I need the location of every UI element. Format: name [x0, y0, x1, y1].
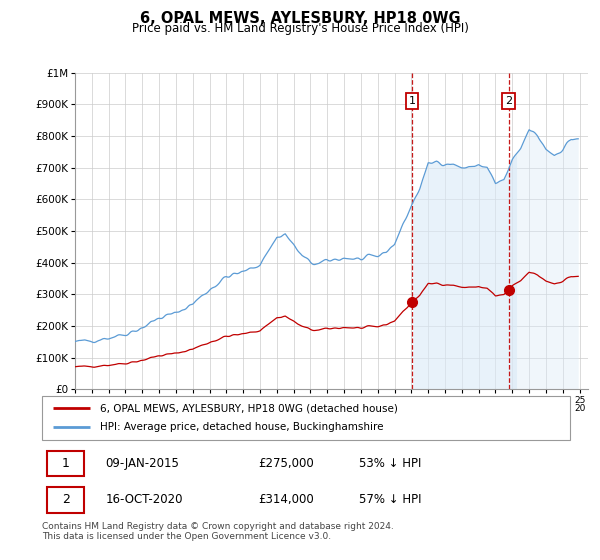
Bar — [47, 451, 84, 476]
Text: 2: 2 — [62, 493, 70, 506]
Text: Price paid vs. HM Land Registry's House Price Index (HPI): Price paid vs. HM Land Registry's House … — [131, 22, 469, 35]
Text: 1: 1 — [62, 457, 70, 470]
Text: 6, OPAL MEWS, AYLESBURY, HP18 0WG (detached house): 6, OPAL MEWS, AYLESBURY, HP18 0WG (detac… — [100, 403, 398, 413]
Text: £314,000: £314,000 — [259, 493, 314, 506]
Text: HPI: Average price, detached house, Buckinghamshire: HPI: Average price, detached house, Buck… — [100, 422, 383, 432]
Bar — [47, 487, 84, 512]
Text: 53% ↓ HPI: 53% ↓ HPI — [359, 457, 421, 470]
Text: 16-OCT-2020: 16-OCT-2020 — [106, 493, 183, 506]
Text: 1: 1 — [409, 96, 416, 106]
Text: 6, OPAL MEWS, AYLESBURY, HP18 0WG: 6, OPAL MEWS, AYLESBURY, HP18 0WG — [140, 11, 460, 26]
Text: 57% ↓ HPI: 57% ↓ HPI — [359, 493, 421, 506]
Text: £275,000: £275,000 — [259, 457, 314, 470]
Text: 2: 2 — [505, 96, 512, 106]
Text: Contains HM Land Registry data © Crown copyright and database right 2024.
This d: Contains HM Land Registry data © Crown c… — [42, 522, 394, 542]
Text: 09-JAN-2015: 09-JAN-2015 — [106, 457, 179, 470]
